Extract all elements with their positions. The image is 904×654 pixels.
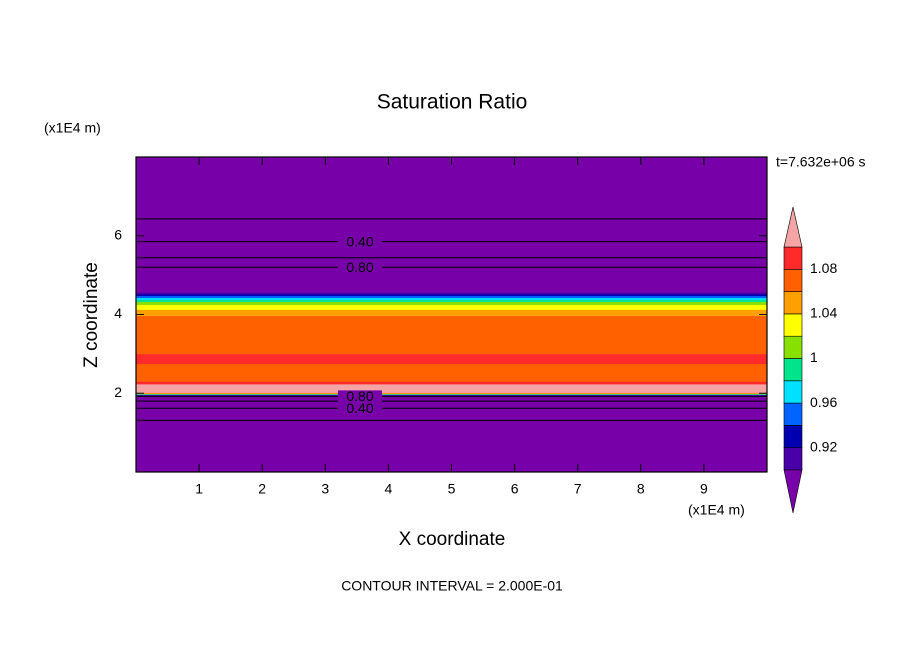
contour-band (136, 383, 767, 386)
colorbar-tick-label: 1.04 (810, 305, 837, 321)
colorbar-swatch (783, 402, 803, 426)
x-tick-label: 4 (385, 481, 393, 497)
contour-band (136, 333, 767, 347)
colorbar-tick-label: 0.96 (810, 394, 837, 410)
contour-band (136, 353, 767, 359)
x-axis-title: X coordinate (399, 529, 506, 550)
contour-band (136, 322, 767, 335)
colorbar-tick-label: 1.08 (810, 260, 837, 276)
contour-label-bg (337, 390, 382, 403)
contour-band (136, 396, 767, 402)
y-unit: (x1E4 m) (44, 120, 101, 136)
contour-band (136, 420, 767, 473)
x-tick-label: 6 (511, 481, 519, 497)
contour-band (136, 400, 767, 409)
colorbar-swatch (783, 246, 803, 270)
contour-band (136, 156, 767, 220)
footer: CONTOUR INTERVAL = 2.000E-01 (341, 578, 563, 594)
contour-label: 0.40 (346, 233, 373, 249)
contour-band (136, 312, 767, 317)
contour-band (136, 309, 767, 313)
contour-band (136, 293, 767, 296)
y-tick-label: 2 (114, 384, 122, 400)
time-label: t=7.632e+06 s (776, 154, 866, 170)
contour-band (136, 257, 767, 268)
contour-band (136, 345, 767, 355)
x-tick-label: 5 (448, 481, 456, 497)
chart-title: Saturation Ratio (377, 91, 528, 114)
contour-band (136, 241, 767, 259)
contour-band (136, 315, 767, 323)
contour-label-bg (337, 235, 382, 248)
colorbar-swatch (783, 335, 803, 359)
contour-band (136, 294, 767, 297)
x-unit: (x1E4 m) (688, 502, 745, 518)
contour-band (136, 295, 767, 299)
contour-band (136, 357, 767, 365)
colorbar-tick-label: 1 (810, 349, 818, 365)
contour-band (136, 266, 767, 292)
contour-band (136, 292, 767, 295)
contour-band (136, 363, 767, 370)
colorbar-tick-label: 0.92 (810, 438, 837, 454)
x-tick-label: 8 (637, 481, 645, 497)
contour-label: 0.80 (346, 388, 373, 404)
colorbar-swatch (783, 268, 803, 292)
contour-band (136, 218, 767, 242)
x-tick-label: 9 (700, 481, 708, 497)
x-tick-label: 1 (195, 481, 203, 497)
contour-band (136, 394, 767, 397)
contour-band (136, 407, 767, 421)
contour-band (136, 385, 767, 393)
contour-band (136, 301, 767, 303)
contour-band (136, 304, 767, 307)
colorbar-swatch (783, 313, 803, 337)
contour-band (136, 299, 767, 303)
colorbar-swatch (783, 291, 803, 315)
y-tick-label: 6 (114, 226, 122, 242)
contour-band (136, 381, 767, 385)
contour-band (136, 297, 767, 300)
colorbar-swatch (783, 425, 803, 448)
colorbar-over (783, 206, 803, 248)
colorbar-under (783, 469, 803, 514)
contour-label-bg (337, 261, 382, 274)
contour-band (136, 369, 767, 382)
x-tick-label: 2 (258, 481, 266, 497)
contour-band (136, 306, 767, 310)
colorbar-swatch (783, 447, 803, 471)
contour-band (136, 298, 767, 301)
colorbar-swatch (783, 380, 803, 404)
colorbar-swatch (783, 358, 803, 382)
contour-label-bg (337, 402, 382, 415)
contour-band (136, 290, 767, 293)
y-tick-label: 4 (114, 305, 122, 321)
y-axis-title: Z coordinate (81, 262, 102, 368)
contour-label: 0.80 (346, 259, 373, 275)
contour-band (136, 302, 767, 305)
x-tick-label: 3 (321, 481, 329, 497)
x-tick-label: 7 (574, 481, 582, 497)
contour-label: 0.40 (346, 400, 373, 416)
